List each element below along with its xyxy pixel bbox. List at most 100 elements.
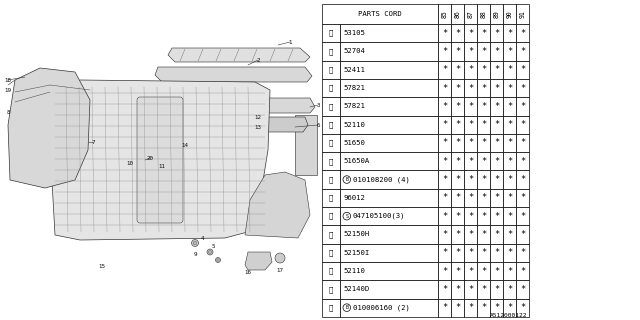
Text: 9: 9 (193, 252, 196, 258)
Text: *: * (520, 212, 525, 221)
Text: 86: 86 (454, 10, 461, 18)
Text: 53105: 53105 (343, 30, 365, 36)
Text: *: * (507, 267, 512, 276)
Bar (503, 42, 516, 60)
Bar (438, 116, 451, 134)
Circle shape (275, 253, 285, 263)
Text: 11: 11 (159, 164, 166, 169)
Text: 20: 20 (147, 156, 154, 161)
Text: ⑧: ⑧ (329, 158, 333, 164)
Circle shape (343, 212, 351, 220)
Bar (490, 24, 503, 42)
Bar (451, 116, 464, 134)
Bar (516, 42, 529, 60)
Bar (340, 42, 438, 60)
Text: *: * (468, 84, 473, 92)
Circle shape (343, 176, 351, 183)
Bar (438, 244, 451, 262)
Text: *: * (455, 248, 460, 257)
Bar (340, 79, 438, 97)
Bar (516, 24, 529, 42)
Bar (451, 79, 464, 97)
Text: *: * (442, 29, 447, 38)
Bar (477, 79, 490, 97)
Text: *: * (494, 285, 499, 294)
Bar (503, 116, 516, 134)
Text: ⑩: ⑩ (329, 195, 333, 201)
Bar (477, 262, 490, 280)
Bar (516, 262, 529, 280)
Text: 6: 6 (316, 123, 320, 127)
Bar (322, 225, 340, 244)
Bar (451, 60, 464, 79)
Bar (464, 79, 477, 97)
Text: *: * (442, 303, 447, 312)
Bar (322, 299, 340, 317)
Bar (516, 244, 529, 262)
Text: 15: 15 (99, 265, 106, 269)
Bar (503, 244, 516, 262)
Bar (490, 189, 503, 207)
Text: *: * (507, 47, 512, 56)
Bar (451, 189, 464, 207)
Bar (477, 24, 490, 42)
Bar (490, 280, 503, 299)
Bar (438, 262, 451, 280)
Text: 52110: 52110 (343, 268, 365, 274)
Text: *: * (468, 65, 473, 74)
Text: 8: 8 (6, 109, 10, 115)
Text: *: * (481, 120, 486, 129)
Text: *: * (507, 303, 512, 312)
Text: *: * (468, 102, 473, 111)
Text: B: B (345, 177, 348, 182)
Bar (477, 4, 490, 24)
Bar (490, 97, 503, 116)
Bar (477, 134, 490, 152)
Text: ⑫: ⑫ (329, 231, 333, 238)
FancyBboxPatch shape (137, 97, 183, 223)
Text: 52150I: 52150I (343, 250, 369, 256)
Bar (477, 42, 490, 60)
Bar (322, 116, 340, 134)
Bar (451, 262, 464, 280)
Text: *: * (520, 120, 525, 129)
Text: 19: 19 (4, 87, 12, 92)
Text: ④: ④ (329, 85, 333, 91)
Bar (503, 4, 516, 24)
Bar (322, 171, 340, 189)
Text: *: * (494, 84, 499, 92)
Bar (516, 171, 529, 189)
Bar (464, 280, 477, 299)
Bar (490, 225, 503, 244)
Text: 85: 85 (442, 10, 447, 18)
Text: ⑯: ⑯ (329, 304, 333, 311)
Bar (464, 97, 477, 116)
Bar (503, 134, 516, 152)
Text: *: * (481, 102, 486, 111)
Text: 52140D: 52140D (343, 286, 369, 292)
Text: *: * (481, 157, 486, 166)
Text: *: * (507, 230, 512, 239)
Text: *: * (468, 47, 473, 56)
Text: 88: 88 (481, 10, 486, 18)
Bar (340, 24, 438, 42)
Bar (503, 97, 516, 116)
Text: 57821: 57821 (343, 85, 365, 91)
Text: 89: 89 (493, 10, 499, 18)
Bar (490, 299, 503, 317)
Text: *: * (507, 248, 512, 257)
Text: 52411: 52411 (343, 67, 365, 73)
Text: S: S (345, 214, 348, 219)
Bar (438, 42, 451, 60)
Text: 51650A: 51650A (343, 158, 369, 164)
Bar (438, 60, 451, 79)
Text: 4: 4 (200, 236, 204, 241)
Text: *: * (481, 139, 486, 148)
Bar (490, 79, 503, 97)
Bar (340, 299, 438, 317)
Bar (340, 116, 438, 134)
Text: *: * (520, 285, 525, 294)
Text: *: * (481, 212, 486, 221)
Bar (490, 60, 503, 79)
Bar (490, 207, 503, 225)
